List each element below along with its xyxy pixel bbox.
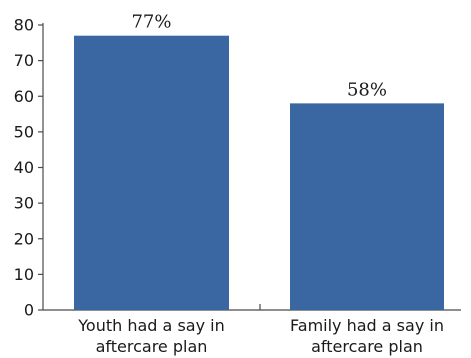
x-category-label: Youth had a say in xyxy=(77,316,224,335)
y-tick-label: 50 xyxy=(14,122,34,141)
y-tick-label: 20 xyxy=(14,229,34,248)
x-category-label: aftercare plan xyxy=(96,337,208,356)
y-tick-label: 0 xyxy=(24,301,34,320)
y-tick-label: 60 xyxy=(14,87,34,106)
data-label: 77% xyxy=(131,12,171,33)
y-tick-label: 80 xyxy=(14,16,34,35)
y-tick-label: 70 xyxy=(14,51,34,70)
bar-1 xyxy=(74,35,229,310)
y-tick-label: 10 xyxy=(14,265,34,284)
x-category-label: Family had a say in xyxy=(290,316,444,335)
y-tick-label: 30 xyxy=(14,194,34,213)
data-label: 58% xyxy=(347,79,387,100)
y-axis: 0 10 20 30 40 50 60 70 80 xyxy=(14,16,44,320)
x-category-label: aftercare plan xyxy=(311,337,423,356)
bars xyxy=(74,35,444,310)
data-labels: 77% 58% xyxy=(131,12,387,101)
y-tick-label: 40 xyxy=(14,158,34,177)
category-labels: Youth had a say in aftercare plan Family h… xyxy=(77,316,444,356)
bar-2 xyxy=(290,103,444,310)
